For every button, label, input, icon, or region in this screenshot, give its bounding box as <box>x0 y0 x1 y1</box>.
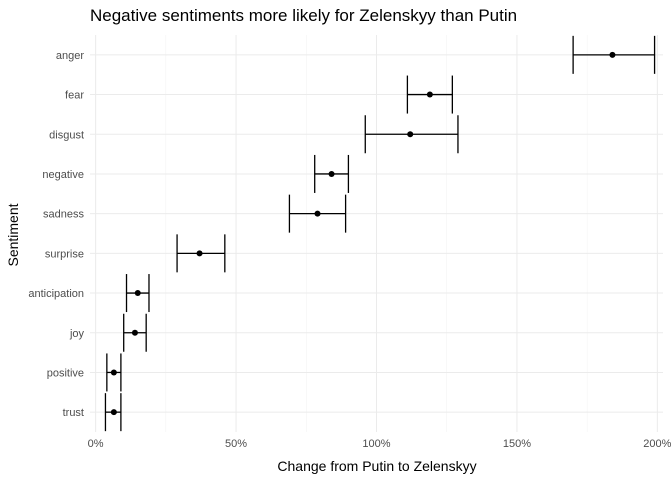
y-tick-label: anger <box>56 50 84 62</box>
y-tick-label: fear <box>65 90 84 102</box>
x-axis-title: Change from Putin to Zelenskyy <box>277 458 476 474</box>
x-tick-label: 200% <box>643 438 671 450</box>
point-trust <box>110 409 117 416</box>
data-layer <box>104 35 656 432</box>
errorbar-trust <box>104 393 122 432</box>
point-positive <box>110 369 117 376</box>
point-fear <box>426 91 433 98</box>
x-tick-label: 100% <box>362 438 390 450</box>
tick-labels: 0% 50% 100% 150% 200% anger fear disgust negativ… <box>28 50 671 450</box>
y-tick-label: joy <box>69 328 85 340</box>
errorbar-joy <box>123 313 147 352</box>
errorbar-anticipation <box>125 274 150 313</box>
errorbar-negative <box>314 154 350 193</box>
point-anger <box>609 51 616 58</box>
errorbar-surprise <box>176 234 226 273</box>
errorbar-sadness <box>288 194 347 233</box>
y-tick-label: positive <box>47 367 84 379</box>
y-tick-label: sadness <box>43 209 84 221</box>
point-disgust <box>407 131 414 138</box>
chart-title: Negative sentiments more likely for Zele… <box>90 6 517 25</box>
x-tick-label: 50% <box>225 438 247 450</box>
errorbar-positive <box>106 353 122 392</box>
point-surprise <box>196 250 203 257</box>
y-tick-label: surprise <box>45 248 84 260</box>
y-axis-title: Sentiment <box>5 203 21 266</box>
x-tick-label: 0% <box>88 438 104 450</box>
gridlines <box>90 35 663 432</box>
point-sadness <box>314 210 321 217</box>
errorbar-disgust <box>364 115 459 154</box>
errorbar-fear <box>406 75 453 114</box>
errorbar-anger <box>572 35 656 74</box>
point-negative <box>328 170 335 177</box>
y-tick-label: trust <box>63 407 84 419</box>
y-tick-label: disgust <box>49 129 84 141</box>
x-tick-label: 150% <box>503 438 531 450</box>
point-joy <box>131 329 138 336</box>
y-tick-label: negative <box>42 169 84 181</box>
y-tick-label: anticipation <box>28 288 84 300</box>
point-anticipation <box>134 290 141 297</box>
